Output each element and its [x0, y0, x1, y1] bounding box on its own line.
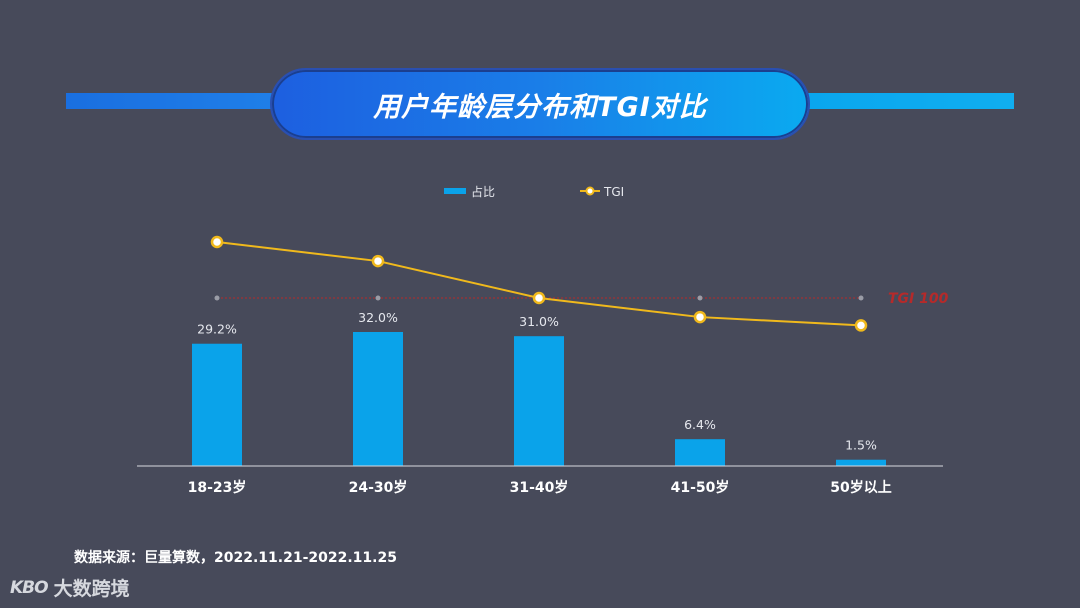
bar: [514, 336, 564, 466]
legend-line-marker: [585, 186, 595, 196]
brand-logo: KBO 大数跨境: [10, 574, 130, 601]
x-tick-label: 31-40岁: [510, 479, 569, 496]
bar: [836, 459, 886, 466]
page-title: 用户年龄层分布和TGI对比: [373, 91, 707, 123]
tgi-point: [693, 310, 707, 324]
legend-line-label: TGI: [603, 185, 624, 199]
bar-value-label: 32.0%: [358, 310, 398, 325]
logo-text: 大数跨境: [53, 578, 130, 600]
title-pill: 用户年龄层分布和TGI对比: [270, 68, 810, 140]
x-tick-label: 24-30岁: [349, 479, 408, 496]
bar-value-label: 1.5%: [845, 438, 877, 453]
x-tick-label: 18-23岁: [188, 479, 247, 496]
tgi-point: [371, 254, 385, 268]
legend-bar-swatch: [444, 188, 466, 194]
legend-bar-label: 占比: [471, 184, 495, 199]
age-tgi-chart: 占比 TGI TGI 100 29.2% 32.0% 31.0% 6.4% 1.5% 18-23…: [137, 184, 949, 496]
bar: [353, 332, 403, 466]
reference-point: [375, 295, 381, 301]
tgi-series-line: [216, 241, 862, 327]
x-tick-label: 50岁以上: [830, 479, 891, 496]
tgi-point: [532, 291, 546, 305]
x-tick-label: 41-50岁: [671, 479, 730, 496]
tgi-point: [210, 235, 224, 249]
title-bar-right: [806, 93, 1014, 109]
bar-value-label: 31.0%: [519, 314, 559, 329]
reference-line-label: TGI 100: [888, 291, 949, 307]
bar: [675, 439, 725, 466]
title-bar-left: [66, 93, 276, 109]
bar-value-label: 29.2%: [197, 322, 237, 337]
reference-point: [697, 295, 703, 301]
tgi-point: [854, 319, 868, 332]
reference-point: [214, 295, 220, 301]
bar-value-label: 6.4%: [684, 417, 716, 432]
bar: [192, 343, 242, 466]
data-source: 数据来源：巨量算数，2022.11.21-2022.11.25: [74, 550, 397, 566]
reference-point: [858, 295, 864, 301]
logo-mark: KBO: [10, 577, 49, 598]
